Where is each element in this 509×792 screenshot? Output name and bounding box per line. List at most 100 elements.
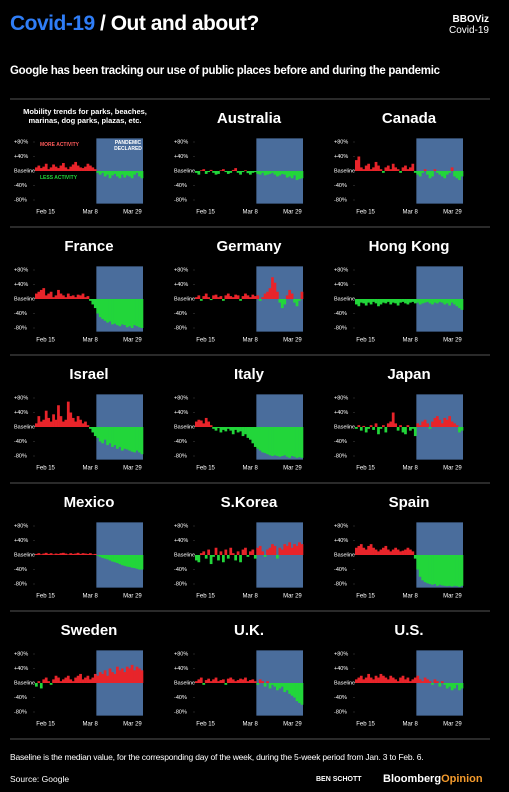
area-bar <box>406 169 410 171</box>
area-bar <box>39 554 43 555</box>
y-tick-label: Baseline <box>334 680 355 686</box>
area-bar <box>448 683 452 687</box>
area-bar <box>81 423 85 427</box>
area-bar <box>236 295 240 299</box>
area-bar <box>253 555 257 559</box>
area-bar <box>428 427 432 429</box>
area-bar <box>256 547 260 555</box>
area-bar <box>217 297 220 299</box>
area-bar <box>76 675 80 683</box>
area-bar <box>239 171 242 175</box>
area-bar <box>202 169 206 171</box>
area-bar <box>125 299 129 328</box>
area-bar <box>455 683 459 685</box>
area-bar <box>386 679 390 683</box>
area-bar <box>276 171 279 177</box>
area-bar <box>426 679 429 683</box>
panel-title: Italy <box>234 366 265 383</box>
area-bar <box>62 679 65 683</box>
area-bar <box>431 171 434 177</box>
y-tick-label: -80% <box>174 197 187 203</box>
area-bar <box>59 553 63 555</box>
area-bar <box>433 417 437 427</box>
area-bar <box>231 427 235 435</box>
y-tick-label: +40% <box>14 282 28 288</box>
area-bar <box>399 171 402 173</box>
area-bar <box>130 171 134 179</box>
area-bar <box>436 299 439 304</box>
area-bar <box>423 555 427 583</box>
area-bar <box>443 171 447 179</box>
area-bar <box>133 555 136 569</box>
area-bar <box>93 427 97 437</box>
area-bar <box>103 670 107 683</box>
area-bar <box>219 680 223 683</box>
y-tick-label: +80% <box>334 523 348 529</box>
area-bar <box>212 171 215 173</box>
y-tick-label: -40% <box>334 183 347 189</box>
area-bar <box>249 297 252 299</box>
area-bar <box>42 679 46 683</box>
area-bar <box>295 427 299 458</box>
area-bar <box>128 555 132 567</box>
area-bar <box>423 299 427 303</box>
area-bar <box>448 171 452 173</box>
area-bar <box>209 299 213 301</box>
area-bar <box>217 427 220 429</box>
x-tick-label: Mar 8 <box>83 210 99 216</box>
area-bar <box>222 679 225 683</box>
area-bar <box>355 679 358 683</box>
annotation-pandemic: PANDEMIC DECLARED <box>114 140 142 152</box>
annotation-less: LESS ACTIVITY <box>40 175 78 181</box>
area-bar <box>249 171 252 175</box>
area-bar <box>411 299 415 302</box>
y-tick-label: +80% <box>174 651 188 657</box>
area-bar <box>249 427 252 440</box>
area-bar <box>384 545 388 555</box>
panel-title: Sweden <box>61 622 118 639</box>
x-tick-label: Mar 8 <box>83 466 99 472</box>
area-bar <box>394 167 398 171</box>
area-bar <box>300 291 304 299</box>
area-bar <box>93 673 97 683</box>
y-tick-label: -40% <box>14 439 27 445</box>
area-bar <box>288 683 292 694</box>
area-bar <box>295 545 299 555</box>
area-bar <box>283 683 287 693</box>
area-bar <box>355 427 358 429</box>
area-bar <box>421 555 425 581</box>
area-bar <box>128 427 132 451</box>
area-bar <box>450 555 454 587</box>
area-bar <box>391 677 395 683</box>
x-tick-label: Mar 29 <box>123 338 142 344</box>
y-tick-label: +40% <box>334 282 348 288</box>
area-bar <box>130 299 134 328</box>
area-bar <box>377 299 380 307</box>
area-bar <box>226 678 230 683</box>
brand: BBOViz Covid-19 <box>449 14 489 36</box>
area-bar <box>241 679 245 683</box>
x-tick-label: Mar 29 <box>283 338 302 344</box>
y-tick-label: +40% <box>174 410 188 416</box>
y-tick-label: -80% <box>14 197 27 203</box>
area-bar <box>116 555 119 563</box>
area-bar <box>453 423 456 427</box>
area-bar <box>123 299 127 326</box>
area-bar <box>212 555 215 557</box>
area-bar <box>197 171 201 175</box>
area-bar <box>369 169 373 171</box>
area-bar <box>409 167 412 171</box>
area-bar <box>396 427 400 431</box>
area-bar <box>108 299 112 322</box>
area-bar <box>202 551 206 555</box>
area-bar <box>445 171 449 175</box>
area-bar <box>239 678 242 683</box>
area-bar <box>98 672 102 683</box>
area-bar <box>47 169 51 171</box>
area-bar <box>401 427 405 433</box>
area-bar <box>103 171 107 177</box>
area-bar <box>133 171 136 175</box>
area-bar <box>197 679 201 683</box>
area-bar <box>377 677 380 683</box>
area-bar <box>103 299 107 321</box>
